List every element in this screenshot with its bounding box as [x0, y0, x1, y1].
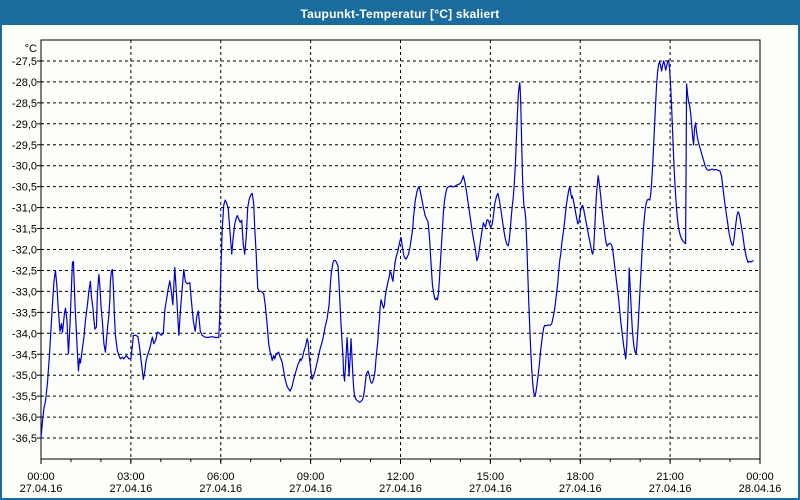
- x-time-label: 06:00: [207, 471, 235, 483]
- x-date-label: 27.04.16: [649, 483, 692, 495]
- x-time-label: 03:00: [117, 471, 145, 483]
- y-tick-label: -27,5: [12, 56, 37, 68]
- x-time-label: 15:00: [477, 471, 505, 483]
- y-tick-label: -28,5: [12, 98, 37, 110]
- x-date-label: 27.04.16: [289, 483, 332, 495]
- x-date-label: 27.04.16: [379, 483, 422, 495]
- y-tick-label: -29,5: [12, 140, 37, 152]
- y-tick-label: -35,5: [12, 391, 37, 403]
- window-title: Taupunkt-Temperatur [°C] skaliert: [300, 6, 500, 21]
- y-grid-and-labels: -27,5 -28,0 -28,5 -29,0 -29,5 -30,0 -30,5 -31,0…: [12, 56, 760, 445]
- y-tick-label: -29,0: [12, 119, 37, 131]
- y-tick-label: -32,5: [12, 265, 37, 277]
- x-date-label: 27.04.16: [20, 483, 63, 495]
- chart-canvas: -27,5 -28,0 -28,5 -29,0 -29,5 -30,0 -30,5 -31,0…: [2, 25, 798, 498]
- x-date-label: 27.04.16: [559, 483, 602, 495]
- x-time-label: 18:00: [566, 471, 594, 483]
- y-tick-label: -30,5: [12, 182, 37, 194]
- x-date-label: 28.04.16: [739, 483, 782, 495]
- x-date-label: 27.04.16: [109, 483, 152, 495]
- x-time-label: 00:00: [746, 471, 774, 483]
- x-time-label: 00:00: [27, 471, 55, 483]
- y-tick-label: -33,5: [12, 307, 37, 319]
- y-tick-label: -34,0: [12, 328, 37, 340]
- y-tick-label: -32,0: [12, 245, 37, 257]
- x-labels: 00:0027.04.1603:0027.04.1606:0027.04.160…: [20, 459, 782, 495]
- y-tick-label: -33,0: [12, 286, 37, 298]
- y-tick-label: -31,5: [12, 224, 37, 236]
- x-time-label: 21:00: [656, 471, 684, 483]
- y-tick-label: -36,5: [12, 433, 37, 445]
- x-grid: [130, 40, 671, 459]
- temperature-line: [40, 59, 754, 439]
- y-tick-label: -28,0: [12, 77, 37, 89]
- x-date-label: 27.04.16: [199, 483, 242, 495]
- x-date-label: 27.04.16: [469, 483, 512, 495]
- y-tick-label: -36,0: [12, 412, 37, 424]
- y-tick-label: -30,0: [12, 161, 37, 173]
- y-tick-label: -34,5: [12, 349, 37, 361]
- x-time-label: 12:00: [387, 471, 415, 483]
- window-titlebar: Taupunkt-Temperatur [°C] skaliert: [2, 2, 798, 25]
- plot-border: [40, 39, 761, 460]
- y-tick-label: -31,0: [12, 203, 37, 215]
- y-axis-unit-label: °C: [25, 43, 37, 55]
- y-tick-label: -35,0: [12, 370, 37, 382]
- x-time-label: 09:00: [297, 471, 325, 483]
- dewpoint-chart: -27,5 -28,0 -28,5 -29,0 -29,5 -30,0 -30,5 -31,0…: [12, 39, 782, 495]
